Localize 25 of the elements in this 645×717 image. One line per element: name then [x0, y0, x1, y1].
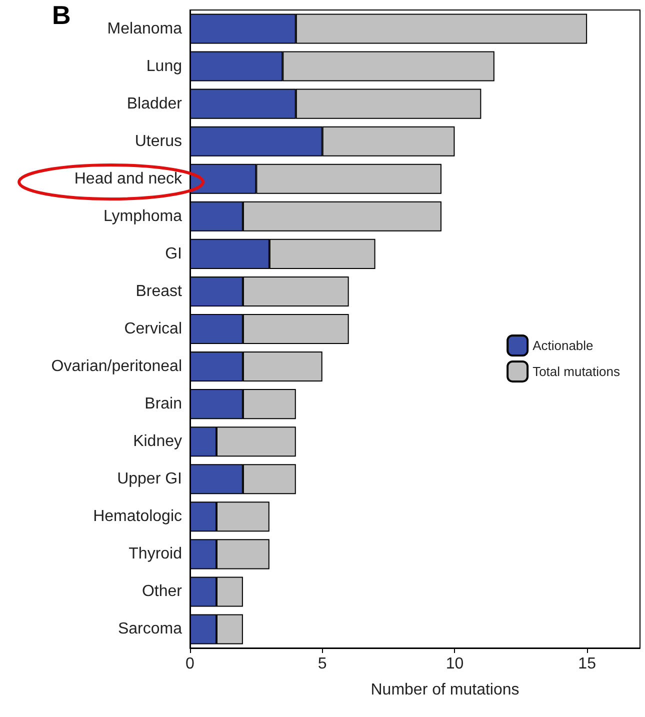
text: B	[52, 0, 71, 30]
y-tick-label: Lung	[146, 58, 182, 75]
y-tick-label: Breast	[136, 282, 183, 300]
y-tick-label: Bladder	[126, 95, 183, 112]
y-tick-label: GI	[165, 245, 182, 262]
x-tick-label: 10	[446, 656, 464, 672]
y-tick-label: Thyroid	[128, 546, 182, 563]
y-tick-label: Upper GI	[117, 470, 182, 488]
y-tick-label: Uterus	[134, 132, 182, 150]
y-tick-label: Other	[142, 583, 183, 600]
x-tick-label: 15	[578, 656, 596, 672]
y-tick-label: Sarcoma	[118, 620, 182, 638]
legend-label: Total mutations	[532, 364, 620, 379]
x-tick-label: 5	[318, 656, 327, 672]
x-tick-label: 0	[186, 656, 195, 672]
y-tick-label: Lymphoma	[103, 208, 182, 225]
x-axis-title: Number of mutations	[370, 682, 520, 698]
y-tick-label: Kidney	[133, 433, 182, 450]
y-tick-label: Ovarian/peritoneal	[51, 358, 182, 376]
y-tick-label: Head and neck	[74, 170, 183, 188]
legend-label: Actionable	[532, 338, 594, 353]
y-tick-label: Brain	[144, 396, 182, 413]
y-tick-label: Cervical	[124, 320, 182, 338]
y-tick-label: Melanoma	[107, 20, 182, 38]
y-tick-label: Hematologic	[93, 508, 182, 526]
